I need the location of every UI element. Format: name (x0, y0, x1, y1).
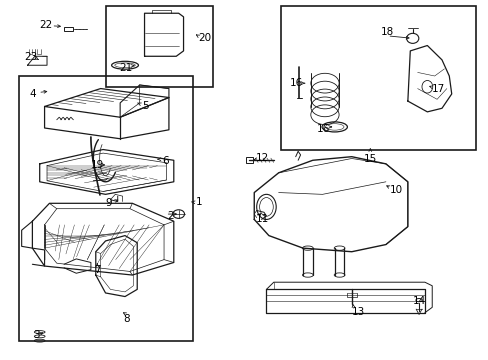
Text: 8: 8 (123, 314, 129, 324)
Text: 12: 12 (255, 153, 268, 163)
Text: 18: 18 (380, 27, 393, 37)
Text: 3: 3 (33, 330, 40, 340)
Bar (105, 6, 212, 87)
Bar (281, 6, 475, 149)
Text: 11: 11 (255, 214, 268, 224)
Text: 15: 15 (363, 154, 376, 164)
Bar (245, 157, 252, 163)
Text: 4: 4 (29, 89, 36, 99)
Text: 6: 6 (162, 156, 168, 166)
Text: 10: 10 (389, 185, 403, 195)
Bar (19, 76, 193, 341)
Text: 16: 16 (316, 124, 329, 134)
Text: 17: 17 (430, 84, 444, 94)
Text: 16: 16 (289, 78, 303, 88)
Text: 20: 20 (198, 33, 211, 42)
Text: 14: 14 (411, 296, 425, 306)
Text: 2: 2 (167, 211, 173, 221)
Text: 23: 23 (24, 52, 38, 62)
Text: 13: 13 (351, 307, 364, 317)
Text: 21: 21 (119, 63, 132, 73)
Text: 22: 22 (40, 20, 53, 30)
Text: 19: 19 (90, 160, 103, 170)
Text: 5: 5 (142, 102, 148, 112)
Text: 9: 9 (105, 198, 112, 208)
Text: 7: 7 (94, 265, 101, 275)
Text: 1: 1 (195, 197, 202, 207)
Bar (64, 27, 73, 31)
